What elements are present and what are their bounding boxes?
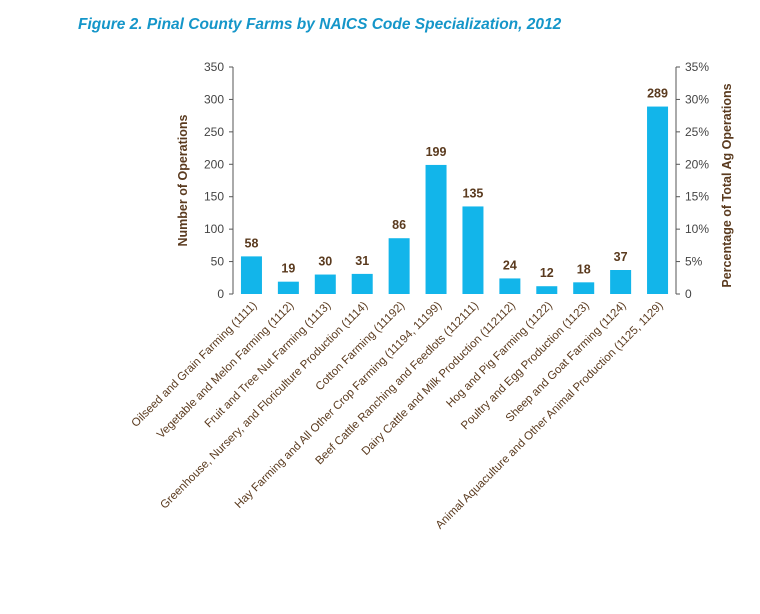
bar-value-label: 135 <box>463 186 484 200</box>
bar-value-label: 19 <box>281 262 295 276</box>
y2-tick-label: 30% <box>685 92 709 106</box>
y2-tick-label: 25% <box>685 125 709 139</box>
bar[interactable] <box>277 281 299 294</box>
bar-value-label: 24 <box>503 258 517 272</box>
y-tick-label: 200 <box>204 157 224 171</box>
bar[interactable] <box>536 286 558 294</box>
bar[interactable] <box>388 238 410 294</box>
y2-tick-label: 35% <box>685 60 709 74</box>
y-tick-label: 350 <box>204 60 224 74</box>
bar-value-label: 199 <box>426 145 447 159</box>
chart-title: Figure 2. Pinal County Farms by NAICS Co… <box>78 16 561 34</box>
bar[interactable] <box>499 278 521 294</box>
bar-value-label: 58 <box>245 236 259 250</box>
y2-tick-label: 20% <box>685 157 709 171</box>
y2-tick-label: 10% <box>685 222 709 236</box>
y-tick-label: 150 <box>204 190 224 204</box>
bar[interactable] <box>647 106 669 294</box>
bar-value-label: 12 <box>540 266 554 280</box>
bar[interactable] <box>425 164 447 294</box>
y2-tick-label: 5% <box>685 255 703 269</box>
bar-value-label: 37 <box>614 250 628 264</box>
y-axis-title: Number of Operations <box>176 114 190 246</box>
bar[interactable] <box>573 282 595 294</box>
figure-title-text: Pinal County Farms by NAICS Code Special… <box>146 16 562 33</box>
plot-area: 0 50 100 150 200 250 300 350 0 5% 10% 15% 20% 25% 30% 3… <box>130 60 734 532</box>
y2-axis-title: Percentage of Total Ag Operations <box>720 83 734 287</box>
y-tick-label: 0 <box>217 287 224 301</box>
category-label: Vegetable and Melon Farming (1112) <box>155 300 297 442</box>
bar-value-label: 289 <box>647 87 668 101</box>
y2-tick-label: 0 <box>685 287 692 301</box>
y-tick-label: 250 <box>204 125 224 139</box>
bar-value-label: 31 <box>355 254 369 268</box>
bar[interactable] <box>610 270 632 294</box>
figure-number: Figure 2. <box>78 16 143 33</box>
bar[interactable] <box>314 274 336 294</box>
bar-value-label: 30 <box>318 255 332 269</box>
y2-tick-label: 15% <box>685 190 709 204</box>
bar-value-label: 86 <box>392 218 406 232</box>
bar[interactable] <box>462 206 484 294</box>
y-tick-label: 300 <box>204 92 224 106</box>
y-tick-label: 50 <box>211 255 225 269</box>
bar[interactable] <box>351 273 373 294</box>
bar[interactable] <box>240 256 262 294</box>
y-tick-label: 100 <box>204 222 224 236</box>
category-label: Oilseed and Grain Farming (1111) <box>130 300 260 430</box>
bar-value-label: 18 <box>577 262 591 276</box>
